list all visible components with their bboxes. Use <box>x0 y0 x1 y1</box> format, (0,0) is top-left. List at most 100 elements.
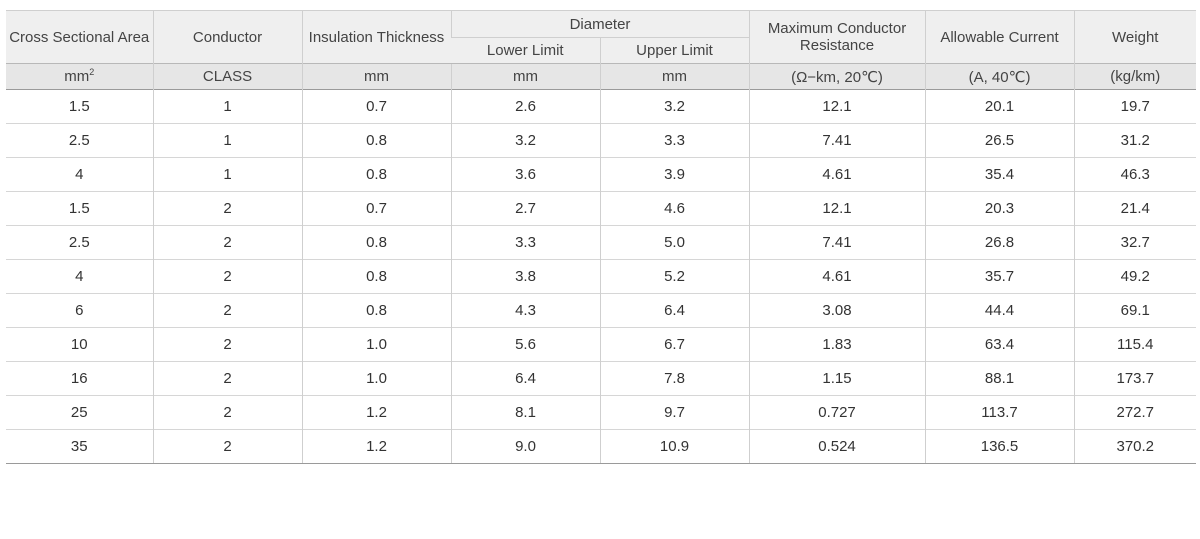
cell-resistance: 1.15 <box>748 361 926 396</box>
cell-area: 25 <box>6 395 153 430</box>
header-diameter: Diameter <box>450 10 750 38</box>
cell-conductor-class: 1 <box>152 89 302 124</box>
cell-lower-limit: 8.1 <box>450 395 600 430</box>
cell-insulation: 1.2 <box>301 429 451 464</box>
header-insulation-thickness: Insulation Thickness <box>301 10 451 64</box>
cell-conductor-class: 2 <box>152 361 302 396</box>
cell-current: 20.1 <box>924 89 1075 124</box>
cell-weight: 173.7 <box>1073 361 1197 396</box>
cell-weight: 19.7 <box>1073 89 1197 124</box>
cell-insulation: 0.8 <box>301 225 451 260</box>
cell-weight: 32.7 <box>1073 225 1197 260</box>
cell-upper-limit: 3.3 <box>599 123 750 158</box>
cell-upper-limit: 4.6 <box>599 191 750 226</box>
cable-spec-table: Cross Sectional Area Conductor Insulatio… <box>6 10 1197 464</box>
header-allowable-current: Allowable Current <box>924 10 1075 64</box>
cell-weight: 69.1 <box>1073 293 1197 328</box>
cell-area: 4 <box>6 157 153 192</box>
header-lower-limit: Lower Limit <box>451 37 600 64</box>
cell-conductor-class: 2 <box>152 395 302 430</box>
table-body: 1.5 1 0.7 2.6 3.2 12.1 20.1 19.7 2.5 1 0… <box>6 89 1197 464</box>
cell-lower-limit: 2.6 <box>450 89 600 124</box>
header-subrow: Lower Limit Upper Limit <box>6 37 1196 64</box>
header-cross-sectional-area: Cross Sectional Area <box>6 10 153 64</box>
cell-weight: 21.4 <box>1073 191 1197 226</box>
unit-conductor: CLASS <box>152 63 302 90</box>
cell-current: 136.5 <box>924 429 1075 464</box>
cell-insulation: 0.8 <box>301 157 451 192</box>
cell-conductor-class: 2 <box>152 191 302 226</box>
units-row: mm2 CLASS mm mm mm (Ω−km, 20℃) (A, 40℃) … <box>6 63 1197 90</box>
cell-insulation: 0.7 <box>301 89 451 124</box>
unit-upper-limit: mm <box>599 63 750 90</box>
cell-conductor-class: 1 <box>152 123 302 158</box>
cell-resistance: 7.41 <box>748 123 926 158</box>
unit-weight: (kg/km) <box>1073 63 1197 90</box>
cell-upper-limit: 10.9 <box>599 429 750 464</box>
cell-weight: 115.4 <box>1073 327 1197 362</box>
cell-area: 35 <box>6 429 153 464</box>
unit-area-base: mm <box>64 68 90 85</box>
cell-resistance: 7.41 <box>748 225 926 260</box>
table-row: 1.5 2 0.7 2.7 4.6 12.1 20.3 21.4 <box>6 191 1197 226</box>
cell-weight: 49.2 <box>1073 259 1197 294</box>
cell-conductor-class: 2 <box>152 225 302 260</box>
cell-area: 10 <box>6 327 153 362</box>
table-row: 10 2 1.0 5.6 6.7 1.83 63.4 115.4 <box>6 327 1197 362</box>
table-row: 1.5 1 0.7 2.6 3.2 12.1 20.1 19.7 <box>6 89 1197 124</box>
cell-current: 26.8 <box>924 225 1075 260</box>
cell-current: 88.1 <box>924 361 1075 396</box>
cell-upper-limit: 5.0 <box>599 225 750 260</box>
table-row: 4 2 0.8 3.8 5.2 4.61 35.7 49.2 <box>6 259 1197 294</box>
cell-resistance: 4.61 <box>748 259 926 294</box>
cell-area: 16 <box>6 361 153 396</box>
cell-conductor-class: 2 <box>152 259 302 294</box>
cell-current: 113.7 <box>924 395 1075 430</box>
header-conductor: Conductor <box>152 10 302 64</box>
cell-lower-limit: 3.2 <box>450 123 600 158</box>
cell-upper-limit: 3.2 <box>599 89 750 124</box>
cell-current: 35.7 <box>924 259 1075 294</box>
cell-weight: 272.7 <box>1073 395 1197 430</box>
cell-weight: 46.3 <box>1073 157 1197 192</box>
cell-lower-limit: 6.4 <box>450 361 600 396</box>
cell-upper-limit: 9.7 <box>599 395 750 430</box>
cell-insulation: 0.8 <box>301 259 451 294</box>
cell-insulation: 1.0 <box>301 327 451 362</box>
cell-upper-limit: 6.7 <box>599 327 750 362</box>
cell-weight: 370.2 <box>1073 429 1197 464</box>
table-row: 2.5 2 0.8 3.3 5.0 7.41 26.8 32.7 <box>6 225 1197 260</box>
cell-insulation: 0.8 <box>301 123 451 158</box>
unit-lower-limit: mm <box>450 63 600 90</box>
cell-area: 2.5 <box>6 123 153 158</box>
cell-upper-limit: 6.4 <box>599 293 750 328</box>
cell-resistance: 0.524 <box>748 429 926 464</box>
cell-area: 2.5 <box>6 225 153 260</box>
cell-lower-limit: 3.8 <box>450 259 600 294</box>
cell-lower-limit: 3.6 <box>450 157 600 192</box>
cell-current: 20.3 <box>924 191 1075 226</box>
cell-upper-limit: 5.2 <box>599 259 750 294</box>
table-header: Cross Sectional Area Conductor Insulatio… <box>6 10 1197 90</box>
cell-insulation: 1.2 <box>301 395 451 430</box>
unit-area-exponent: 2 <box>89 67 95 77</box>
table-row: 35 2 1.2 9.0 10.9 0.524 136.5 370.2 <box>6 429 1197 464</box>
cell-current: 35.4 <box>924 157 1075 192</box>
table-row: 4 1 0.8 3.6 3.9 4.61 35.4 46.3 <box>6 157 1197 192</box>
table-row: 25 2 1.2 8.1 9.7 0.727 113.7 272.7 <box>6 395 1197 430</box>
unit-resistance: (Ω−km, 20℃) <box>748 63 926 90</box>
unit-area: mm2 <box>6 63 153 90</box>
cell-current: 63.4 <box>924 327 1075 362</box>
cell-conductor-class: 2 <box>152 327 302 362</box>
cell-conductor-class: 2 <box>152 293 302 328</box>
cell-area: 1.5 <box>6 191 153 226</box>
cell-conductor-class: 1 <box>152 157 302 192</box>
cell-upper-limit: 3.9 <box>599 157 750 192</box>
cell-resistance: 0.727 <box>748 395 926 430</box>
cell-resistance: 12.1 <box>748 191 926 226</box>
cell-weight: 31.2 <box>1073 123 1197 158</box>
unit-current: (A, 40℃) <box>924 63 1075 90</box>
cell-insulation: 0.8 <box>301 293 451 328</box>
cell-area: 4 <box>6 259 153 294</box>
cell-lower-limit: 3.3 <box>450 225 600 260</box>
